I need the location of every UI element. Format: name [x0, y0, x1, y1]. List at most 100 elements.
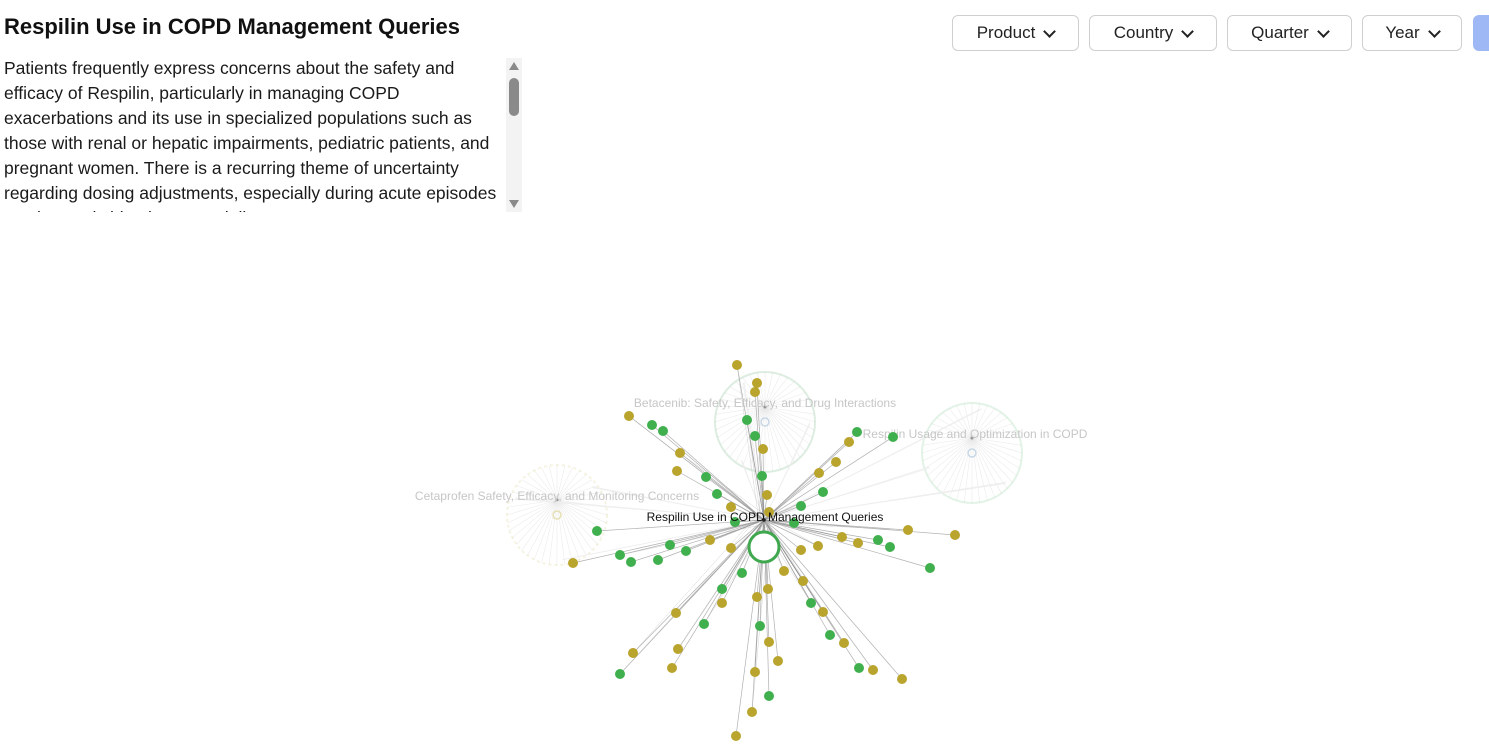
query-node-green[interactable]: [717, 584, 727, 594]
query-node-green[interactable]: [626, 557, 636, 567]
main-topic-node[interactable]: [747, 530, 781, 564]
query-node-olive[interactable]: [675, 448, 685, 458]
summary-scrollbar[interactable]: [506, 58, 522, 212]
query-node-olive[interactable]: [837, 532, 847, 542]
graph-nodes[interactable]: [568, 360, 960, 741]
query-node-green[interactable]: [750, 431, 760, 441]
query-node-green[interactable]: [806, 598, 816, 608]
product-filter-button[interactable]: Product: [952, 15, 1079, 51]
summary-text: Patients frequently express concerns abo…: [4, 58, 497, 212]
graph-edge: [763, 436, 894, 521]
query-node-green[interactable]: [665, 540, 675, 550]
query-node-olive[interactable]: [814, 468, 824, 478]
query-node-olive[interactable]: [672, 466, 682, 476]
query-node-olive[interactable]: [747, 707, 757, 717]
query-node-green[interactable]: [653, 555, 663, 565]
query-node-olive[interactable]: [773, 656, 783, 666]
query-node-olive[interactable]: [726, 502, 736, 512]
query-node-olive[interactable]: [667, 663, 677, 673]
query-node-olive[interactable]: [868, 665, 878, 675]
cluster-spoke: [509, 499, 558, 531]
apply-button[interactable]: [1473, 15, 1489, 51]
query-node-olive[interactable]: [764, 637, 774, 647]
query-node-olive[interactable]: [758, 444, 768, 454]
year-filter-button[interactable]: Year: [1362, 15, 1462, 51]
query-node-green[interactable]: [852, 427, 862, 437]
quarter-filter-button[interactable]: Quarter: [1227, 15, 1352, 51]
cluster-spoke: [764, 406, 806, 452]
query-node-olive[interactable]: [798, 576, 808, 586]
query-node-olive[interactable]: [844, 437, 854, 447]
cluster-label-cetaprofen[interactable]: Cetaprofen Safety, Efficacy, and Monitor…: [415, 489, 699, 503]
summary-panel[interactable]: Patients frequently express concerns abo…: [4, 56, 524, 212]
query-node-olive[interactable]: [726, 543, 736, 553]
query-node-olive[interactable]: [705, 535, 715, 545]
query-node-green[interactable]: [796, 501, 806, 511]
cluster-spoke: [764, 381, 795, 408]
query-node-green[interactable]: [757, 471, 767, 481]
query-node-green[interactable]: [615, 550, 625, 560]
query-node-green[interactable]: [854, 663, 864, 673]
query-node-olive[interactable]: [853, 538, 863, 548]
country-filter-label: Country: [1113, 23, 1174, 42]
query-node-olive[interactable]: [624, 411, 634, 421]
query-node-green[interactable]: [699, 619, 709, 629]
query-node-olive[interactable]: [779, 566, 789, 576]
scroll-thumb[interactable]: [509, 78, 519, 116]
query-node-olive[interactable]: [671, 608, 681, 618]
query-node-olive[interactable]: [764, 507, 774, 517]
query-node-olive[interactable]: [750, 387, 760, 397]
query-node-green[interactable]: [818, 487, 828, 497]
cluster-label-betacenib[interactable]: Betacenib: Safety, Efficacy, and Drug In…: [634, 396, 896, 410]
query-node-olive[interactable]: [568, 558, 578, 568]
query-node-green[interactable]: [615, 669, 625, 679]
query-node-olive[interactable]: [732, 360, 742, 370]
query-node-olive[interactable]: [950, 530, 960, 540]
query-node-olive[interactable]: [897, 674, 907, 684]
cluster-spoke: [971, 437, 988, 501]
query-node-green[interactable]: [737, 568, 747, 578]
cluster-spoke: [556, 499, 580, 560]
graph-edge: [763, 519, 802, 551]
query-node-green[interactable]: [701, 472, 711, 482]
cluster-spoke: [556, 499, 598, 545]
query-node-olive[interactable]: [762, 490, 772, 500]
query-node-green[interactable]: [658, 426, 668, 436]
cluster-spoke: [541, 499, 558, 563]
query-node-green[interactable]: [873, 535, 883, 545]
query-node-olive[interactable]: [673, 644, 683, 654]
query-node-green[interactable]: [925, 563, 935, 573]
query-node-green[interactable]: [888, 432, 898, 442]
query-node-green[interactable]: [730, 517, 740, 527]
scroll-down-arrow-icon[interactable]: [509, 200, 519, 208]
query-node-olive[interactable]: [831, 457, 841, 467]
query-node-green[interactable]: [789, 518, 799, 528]
query-node-olive[interactable]: [813, 541, 823, 551]
query-node-olive[interactable]: [903, 525, 913, 535]
query-node-green[interactable]: [712, 489, 722, 499]
query-node-green[interactable]: [592, 526, 602, 536]
query-node-green[interactable]: [742, 415, 752, 425]
query-node-olive[interactable]: [628, 648, 638, 658]
query-node-olive[interactable]: [750, 667, 760, 677]
cluster-spoke: [927, 437, 973, 476]
query-node-olive[interactable]: [839, 638, 849, 648]
query-node-green[interactable]: [885, 542, 895, 552]
main-topic-label: Respilin Use in COPD Management Queries: [647, 510, 884, 524]
query-node-olive[interactable]: [731, 731, 741, 741]
query-node-olive[interactable]: [752, 378, 762, 388]
query-node-green[interactable]: [755, 621, 765, 631]
query-node-green[interactable]: [681, 546, 691, 556]
query-node-green[interactable]: [764, 691, 774, 701]
query-node-green[interactable]: [647, 420, 657, 430]
query-node-olive[interactable]: [818, 607, 828, 617]
country-filter-button[interactable]: Country: [1089, 15, 1217, 51]
query-node-olive[interactable]: [717, 598, 727, 608]
query-node-olive[interactable]: [796, 545, 806, 555]
query-node-green[interactable]: [825, 630, 835, 640]
scroll-up-arrow-icon[interactable]: [509, 62, 519, 70]
query-node-olive[interactable]: [752, 592, 762, 602]
query-node-olive[interactable]: [763, 584, 773, 594]
cluster-label-respilin-optimization[interactable]: Respilin Usage and Optimization in COPD: [863, 427, 1088, 441]
